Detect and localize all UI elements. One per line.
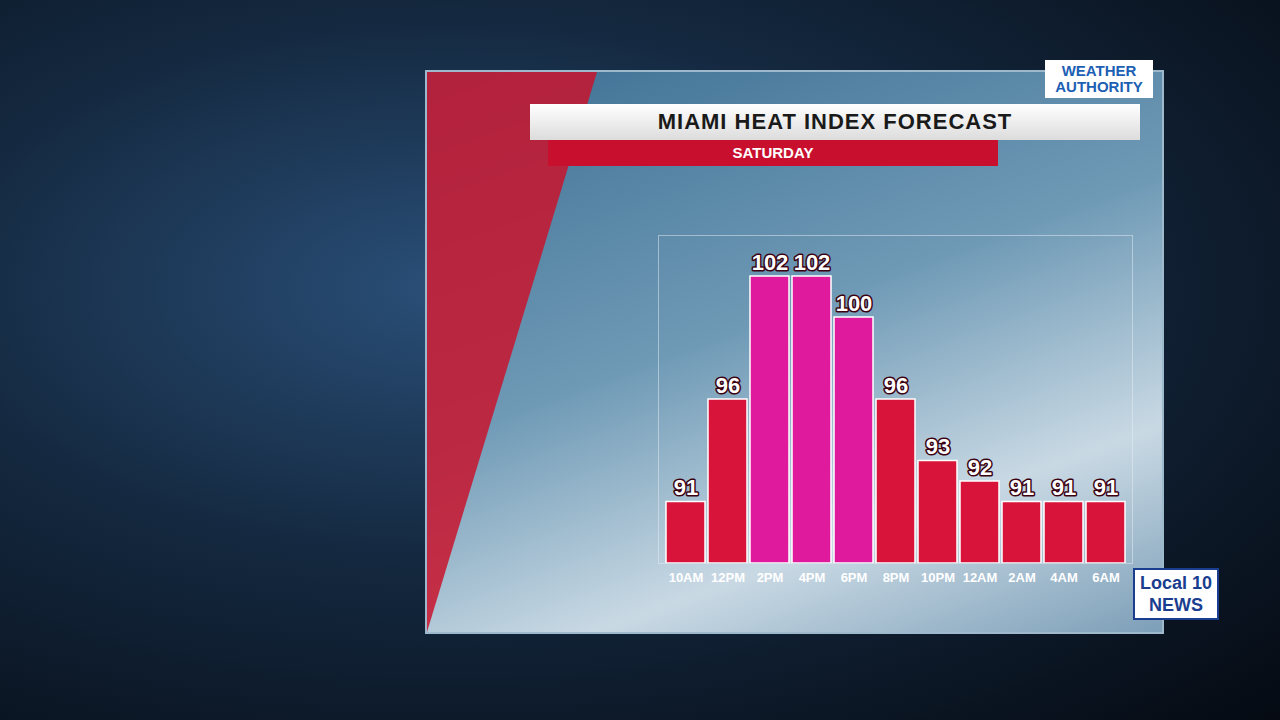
svg-text:102: 102 — [752, 250, 789, 275]
svg-text:100: 100 — [836, 291, 873, 316]
svg-text:6PM: 6PM — [841, 570, 868, 585]
svg-text:12PM: 12PM — [711, 570, 745, 585]
svg-text:102: 102 — [794, 250, 831, 275]
html-text:WEATHER AUTHORITY: WEATHER AUTHORITY — [1055, 62, 1143, 95]
svg-text:92: 92 — [968, 455, 992, 480]
svg-text:91: 91 — [1010, 475, 1034, 500]
svg-text:91: 91 — [1094, 475, 1118, 500]
svg-text:6AM: 6AM — [1092, 570, 1119, 585]
svg-text:10PM: 10PM — [921, 570, 955, 585]
svg-text:2PM: 2PM — [757, 570, 784, 585]
svg-text:2AM: 2AM — [1008, 570, 1035, 585]
svg-text:4AM: 4AM — [1050, 570, 1077, 585]
svg-text:96: 96 — [716, 373, 740, 398]
svg-text:96: 96 — [884, 373, 908, 398]
svg-text:93: 93 — [926, 434, 950, 459]
svg-text:4PM: 4PM — [799, 570, 826, 585]
svg-text:10AM: 10AM — [669, 570, 704, 585]
html-text:Local 10 NEWS: Local 10 NEWS — [1140, 573, 1212, 615]
svg-text:91: 91 — [1052, 475, 1076, 500]
svg-text:91: 91 — [674, 475, 698, 500]
html-text:MIAMI HEAT INDEX FORECAST: MIAMI HEAT INDEX FORECAST — [657, 109, 1013, 134]
svg-text:8PM: 8PM — [883, 570, 910, 585]
svg-text:12AM: 12AM — [963, 570, 998, 585]
html-text:SATURDAY: SATURDAY — [732, 144, 814, 161]
